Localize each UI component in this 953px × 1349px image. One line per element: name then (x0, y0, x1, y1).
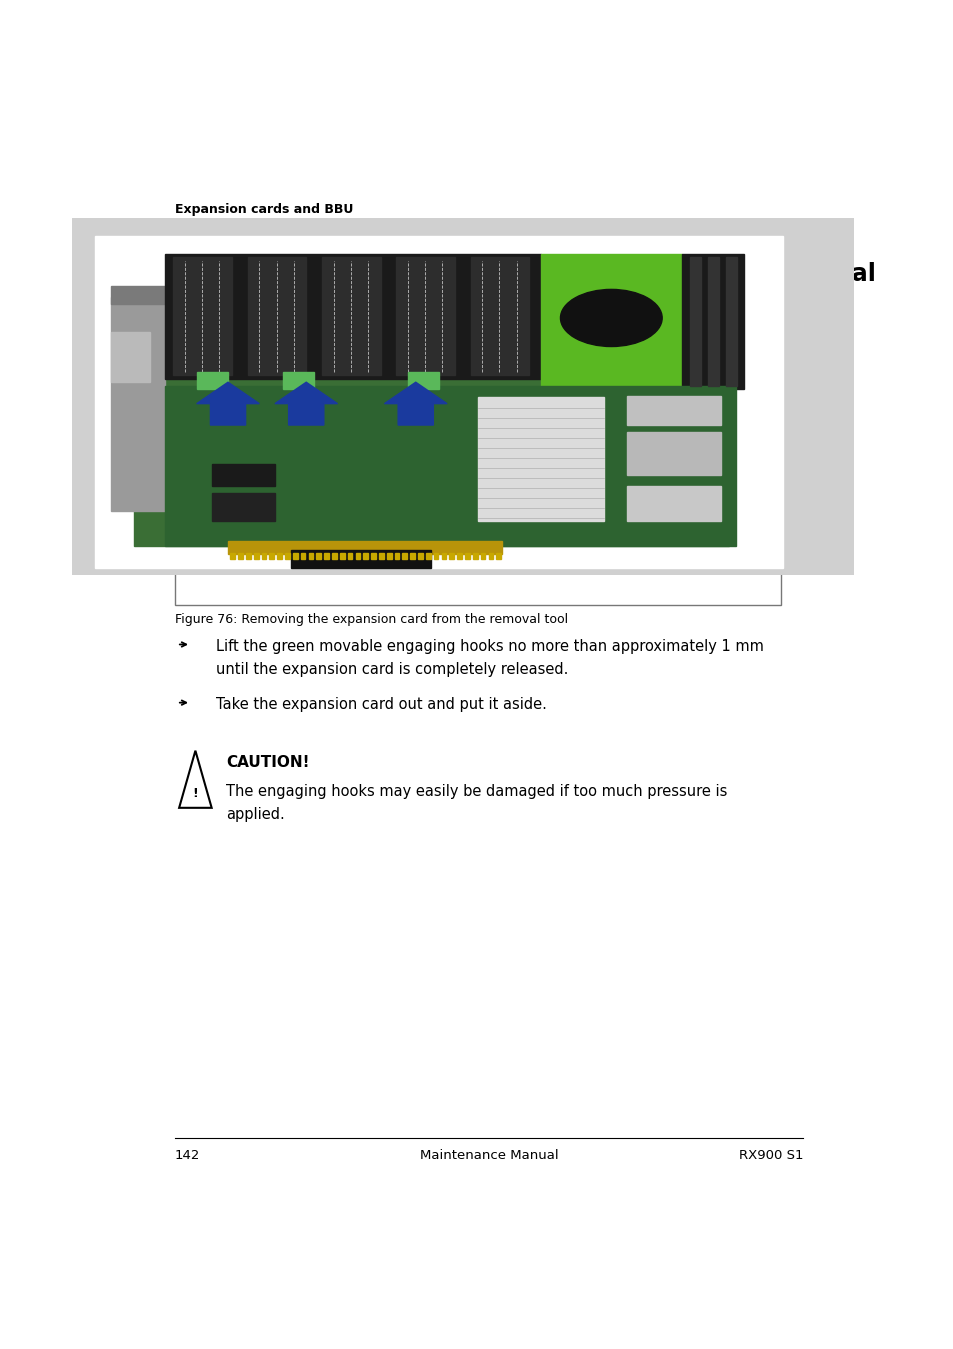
Bar (496, 553, 500, 558)
Bar (488, 553, 493, 558)
Bar (480, 553, 485, 558)
Bar (434, 553, 438, 558)
Bar (378, 553, 383, 558)
Bar (316, 553, 321, 558)
Text: 8.6.5: 8.6.5 (174, 262, 242, 286)
Bar (174, 329, 781, 604)
Text: until the expansion card is completely released.: until the expansion card is completely r… (216, 662, 568, 677)
Text: The engaging hooks may easily be damaged if too much pressure is: The engaging hooks may easily be damaged… (226, 784, 727, 799)
Bar (291, 550, 431, 568)
Text: Lift the green movable engaging hooks no more than approximately 1 mm: Lift the green movable engaging hooks no… (216, 639, 763, 654)
Bar (246, 553, 251, 558)
Bar (626, 432, 720, 475)
Bar (689, 258, 700, 386)
Text: Figure 76: Removing the expansion card from the removal tool: Figure 76: Removing the expansion card f… (174, 612, 567, 626)
Bar (441, 553, 446, 558)
Bar (324, 553, 329, 558)
Bar (371, 553, 375, 558)
Bar (470, 258, 529, 375)
Text: CAUTION!: CAUTION! (226, 754, 310, 769)
Bar (196, 371, 228, 390)
Bar (626, 486, 720, 522)
Text: 142: 142 (174, 1149, 200, 1161)
Text: Removing the expansion card from the removal: Removing the expansion card from the rem… (239, 262, 875, 286)
Bar (417, 553, 422, 558)
Text: Expansion cards and BBU: Expansion cards and BBU (174, 202, 353, 216)
FancyArrow shape (196, 382, 259, 425)
Bar (626, 397, 720, 425)
Bar (111, 286, 165, 304)
Bar (456, 553, 461, 558)
Bar (425, 553, 430, 558)
Bar (111, 297, 165, 511)
Bar (332, 553, 336, 558)
Bar (165, 386, 736, 546)
Bar (300, 553, 305, 558)
Bar (228, 541, 501, 553)
Bar (238, 553, 243, 558)
Text: tool: tool (239, 294, 292, 318)
Bar (111, 332, 150, 382)
FancyArrow shape (384, 382, 447, 425)
Bar (386, 553, 391, 558)
Bar (410, 553, 415, 558)
Bar (725, 258, 737, 386)
Bar (282, 371, 314, 390)
Bar (253, 553, 258, 558)
Text: applied.: applied. (226, 807, 285, 822)
Bar (395, 258, 455, 375)
Bar (293, 553, 297, 558)
Bar (402, 553, 407, 558)
Text: !: ! (193, 786, 198, 800)
Bar (285, 553, 290, 558)
Ellipse shape (559, 290, 661, 347)
FancyArrow shape (274, 382, 337, 425)
Bar (464, 553, 469, 558)
Bar (473, 553, 477, 558)
Bar (321, 258, 380, 375)
Bar (707, 258, 719, 386)
Bar (173, 258, 232, 375)
Bar (347, 553, 352, 558)
Bar (363, 553, 368, 558)
Bar (339, 553, 344, 558)
Bar (269, 553, 274, 558)
Bar (95, 236, 782, 568)
Bar (261, 553, 266, 558)
Bar (477, 397, 603, 522)
Text: RX900 S1: RX900 S1 (738, 1149, 802, 1161)
Bar (540, 254, 681, 390)
Bar (165, 254, 540, 379)
Bar (408, 371, 438, 390)
Bar (449, 553, 454, 558)
Bar (308, 553, 313, 558)
Bar (395, 553, 399, 558)
Bar (230, 553, 234, 558)
Bar (681, 254, 743, 390)
Bar (277, 553, 282, 558)
Bar (213, 492, 274, 522)
Bar (248, 258, 306, 375)
Bar (134, 290, 728, 546)
Bar (213, 464, 274, 486)
Text: Take the expansion card out and put it aside.: Take the expansion card out and put it a… (216, 697, 546, 712)
Text: Maintenance Manual: Maintenance Manual (419, 1149, 558, 1161)
Bar (355, 553, 360, 558)
